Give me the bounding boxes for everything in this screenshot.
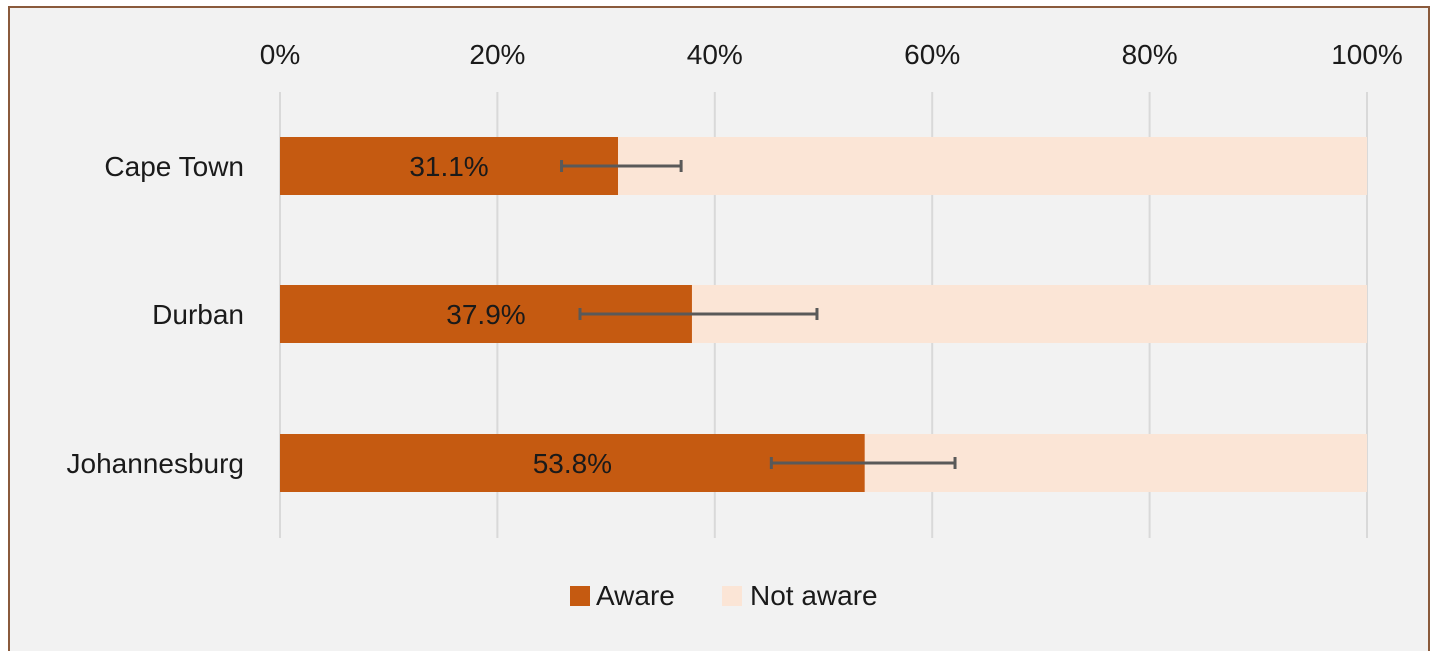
x-tick-label: 40% — [687, 39, 743, 70]
error-bars — [560, 160, 957, 469]
data-label: 53.8% — [533, 448, 612, 479]
chart-frame: 0% 20% 40% 60% 80% 100% Cape Town Durban Johann… — [8, 6, 1430, 651]
legend-label: Not aware — [750, 580, 878, 611]
x-tick-label: 0% — [260, 39, 300, 70]
x-tick-label: 100% — [1331, 39, 1403, 70]
legend-swatch — [570, 586, 590, 606]
legend-swatch — [722, 586, 742, 606]
bars — [280, 137, 1367, 492]
y-axis-categories: Cape Town Durban Johannesburg — [67, 151, 244, 479]
legend-label: Aware — [596, 580, 675, 611]
bar-aware — [280, 434, 865, 492]
x-tick-label: 20% — [469, 39, 525, 70]
category-label: Cape Town — [104, 151, 244, 182]
stacked-bar-chart: 0% 20% 40% 60% 80% 100% Cape Town Durban Johann… — [67, 39, 1403, 611]
legend: Aware Not aware — [570, 580, 878, 611]
bar-not-aware — [618, 137, 1367, 195]
x-tick-label: 80% — [1122, 39, 1178, 70]
x-tick-label: 60% — [904, 39, 960, 70]
category-label: Durban — [152, 299, 244, 330]
x-axis-ticks: 0% 20% 40% 60% 80% 100% — [260, 39, 1403, 70]
data-label: 31.1% — [409, 151, 488, 182]
data-label: 37.9% — [446, 299, 525, 330]
category-label: Johannesburg — [67, 448, 244, 479]
data-labels: 31.1% 37.9% 53.8% — [409, 151, 612, 479]
